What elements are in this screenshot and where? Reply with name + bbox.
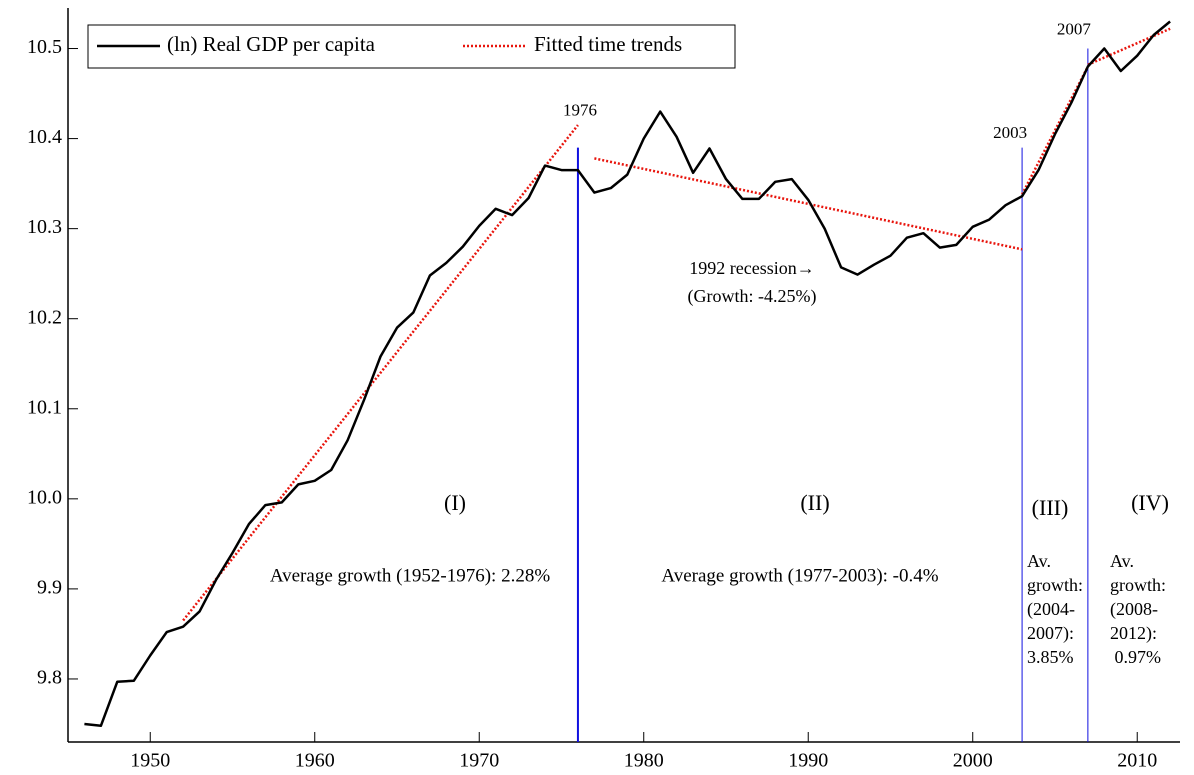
x-tick-label: 2010	[1117, 750, 1157, 772]
period-label: 2007	[1057, 19, 1092, 38]
annotation: 2007):	[1027, 623, 1074, 644]
annotation: (I)	[444, 490, 466, 515]
x-tick-label: 1980	[624, 750, 664, 772]
period-label: 1976	[563, 100, 597, 119]
y-tick-label: 10.2	[27, 306, 62, 328]
legend-label: Fitted time trends	[534, 32, 682, 56]
annotation: growth:	[1110, 575, 1166, 595]
annotation: Av.	[1027, 551, 1051, 571]
annotation: (II)	[800, 490, 829, 515]
annotation: growth:	[1027, 575, 1083, 595]
legend-label: (ln) Real GDP per capita	[167, 32, 376, 56]
annotation: 2012):	[1110, 623, 1157, 644]
y-tick-label: 10.4	[27, 126, 62, 148]
annotation: 0.97%	[1110, 647, 1161, 667]
trend-line	[594, 157, 1023, 251]
annotation: 1992 recession→	[689, 258, 814, 278]
y-tick-label: 10.3	[27, 216, 62, 238]
y-tick-label: 10.5	[27, 36, 62, 58]
legend-box	[87, 24, 736, 69]
trend-line	[1087, 27, 1171, 66]
period-label: 2003	[993, 123, 1027, 142]
x-tick-label: 1990	[788, 750, 828, 772]
annotation: (IV)	[1131, 490, 1169, 515]
annotation: (III)	[1032, 495, 1069, 520]
y-tick-label: 10.1	[27, 396, 62, 418]
annotation: (2004-	[1027, 599, 1075, 620]
x-tick-label: 1960	[295, 750, 335, 772]
data-line	[84, 20, 1171, 728]
trend-line	[182, 124, 579, 622]
annotation: 3.85%	[1027, 647, 1074, 667]
y-tick-label: 9.8	[37, 667, 62, 689]
x-tick-label: 1950	[130, 750, 170, 772]
annotation: Average growth (1977-2003): -0.4%	[661, 565, 938, 586]
y-tick-label: 10.0	[27, 486, 62, 508]
annotation: (Growth: -4.25%)	[688, 286, 817, 307]
annotation: (2008-	[1110, 599, 1158, 620]
x-tick-label: 1970	[459, 750, 499, 772]
annotation: Average growth (1952-1976): 2.28%	[270, 565, 551, 586]
annotation: Av.	[1110, 551, 1134, 571]
y-tick-label: 9.9	[37, 576, 62, 598]
x-tick-label: 2000	[953, 750, 993, 772]
